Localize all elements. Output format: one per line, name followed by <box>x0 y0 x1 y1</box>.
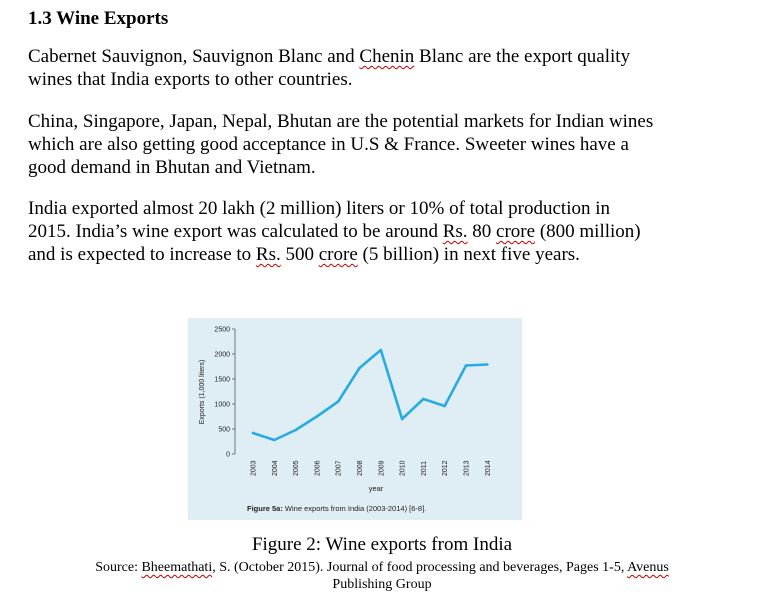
y-tick-label: 500 <box>218 427 230 434</box>
y-ticks: 0 500 1000 1500 2000 2500 <box>214 327 235 459</box>
x-tick-label: 2007 <box>336 460 343 476</box>
text-run: Source: <box>95 560 142 575</box>
y-axis-label: Exports (1,000 liters) <box>199 360 206 425</box>
x-tick-label: 2005 <box>293 460 300 476</box>
data-point <box>358 366 361 370</box>
paragraph-line: India exported almost 20 lakh (2 million… <box>28 198 611 219</box>
data-point <box>443 404 446 408</box>
x-tick-label: 2009 <box>378 460 385 476</box>
spellcheck-word: crore <box>318 244 358 265</box>
data-point <box>422 397 425 401</box>
figure-caption-text: Wine exports from India (2003-2014) [6-8… <box>283 504 426 513</box>
x-tick-label: 2014 <box>485 460 492 476</box>
paragraph-line: wines that India exports to other countr… <box>28 69 353 90</box>
paragraph-line: and is expected to increase to Rs. 500 c… <box>28 243 748 266</box>
data-point <box>273 438 276 442</box>
data-point <box>294 428 297 432</box>
text-run: (5 billion) in next five years. <box>357 244 580 265</box>
y-tick-label: 2000 <box>214 352 230 359</box>
spellcheck-word: Bheemathati <box>141 560 213 575</box>
x-tick-label: 2010 <box>400 460 407 476</box>
spellcheck-word: Avenus <box>627 560 669 575</box>
text-run: 80 <box>467 221 497 242</box>
paragraph-line: China, Singapore, Japan, Nepal, Bhutan a… <box>28 111 654 132</box>
source-line: Publishing Group <box>332 577 432 592</box>
y-tick-label: 0 <box>226 452 230 459</box>
paragraph-export-volume: India exported almost 20 lakh (2 million… <box>28 197 748 266</box>
y-tick-label: 1500 <box>214 377 230 384</box>
text-run: Blanc are the export quality <box>414 46 631 67</box>
paragraph-line: Cabernet Sauvignon, Sauvignon Blanc and … <box>28 45 748 68</box>
text-run: , S. (October 2015). Journal of food pro… <box>212 560 628 575</box>
data-point <box>464 364 468 367</box>
source-line: Source: Bheemathati, S. (October 2015). … <box>0 559 764 576</box>
spellcheck-word: Rs. <box>442 221 468 242</box>
text-run: Cabernet Sauvignon, Sauvignon Blanc and <box>28 46 360 67</box>
x-tick-label: 2004 <box>272 460 279 476</box>
x-tick-label: 2013 <box>464 460 471 476</box>
figure-title: Figure 2: Wine exports from India <box>251 534 513 555</box>
data-point <box>400 417 404 421</box>
paragraph-line: good demand in Bhutan and Vietnam. <box>28 157 316 178</box>
section-heading: 1.3 Wine Exports <box>28 8 169 29</box>
series-line <box>251 348 489 442</box>
data-point <box>336 400 340 403</box>
data-point <box>251 431 255 435</box>
x-ticks: 2003 2004 2005 2006 2007 2008 2009 2010 2011 2012… <box>251 460 492 476</box>
paragraph-export-wines: Cabernet Sauvignon, Sauvignon Blanc and … <box>28 45 748 91</box>
text-run: 500 <box>280 244 319 265</box>
y-tick-label: 1000 <box>214 402 230 409</box>
data-points <box>251 348 489 442</box>
y-tick-label: 2500 <box>214 327 230 334</box>
text-run: (800 million) <box>535 221 641 242</box>
figure-caption: Figure 5a: Wine exports from India (2003… <box>247 504 426 513</box>
x-tick-label: 2011 <box>421 461 428 476</box>
wine-exports-figure: 0 500 1000 1500 2000 2500 2003 2004 2005 2006 200… <box>188 318 522 520</box>
x-tick-label: 2006 <box>314 460 321 476</box>
x-axis-label: year <box>369 484 384 493</box>
figure-source: Source: Bheemathati, S. (October 2015). … <box>0 559 764 593</box>
figure-caption-label: Figure 5a: <box>247 504 283 513</box>
text-run: and is expected to increase to <box>28 244 256 265</box>
x-tick-label: 2003 <box>251 460 258 476</box>
data-point <box>315 415 319 418</box>
text-run: 2015. India’s wine export was calculated… <box>28 221 443 242</box>
paragraph-line: 2015. India’s wine export was calculated… <box>28 220 748 243</box>
x-tick-label: 2008 <box>357 460 364 476</box>
paragraph-markets: China, Singapore, Japan, Nepal, Bhutan a… <box>28 110 748 179</box>
spellcheck-word: crore <box>496 221 536 242</box>
data-point <box>379 348 383 352</box>
spellcheck-word: Chenin <box>359 46 415 67</box>
spellcheck-word: Rs. <box>255 244 281 265</box>
x-tick-label: 2012 <box>442 460 449 476</box>
paragraph-line: which are also getting good acceptance i… <box>28 134 629 155</box>
data-point <box>486 363 489 366</box>
